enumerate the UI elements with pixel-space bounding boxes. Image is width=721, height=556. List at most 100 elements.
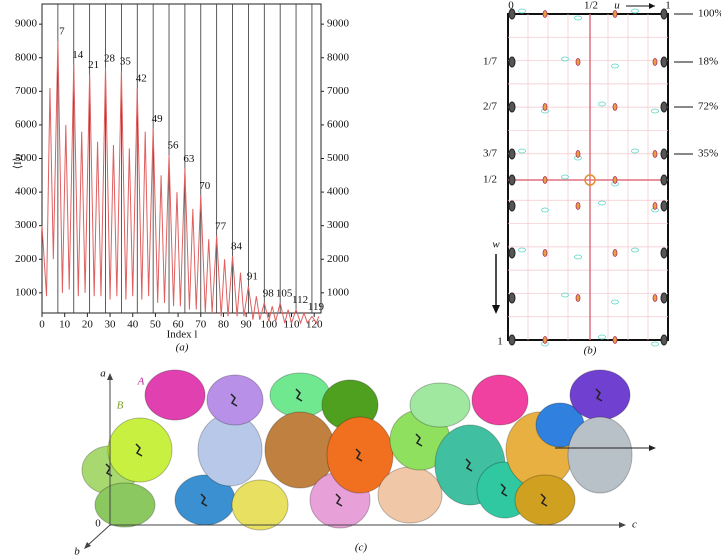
arrow-head (492, 305, 500, 314)
molecule-surface (569, 369, 631, 421)
w-label: 1/2 (483, 174, 497, 186)
contour-peak (660, 200, 668, 212)
contour-peak (508, 174, 516, 186)
y2-tick-label: 7000 (327, 85, 350, 97)
peak-label: 49 (152, 113, 164, 125)
y-tick-label: 5000 (15, 152, 38, 164)
ligand (595, 388, 603, 402)
contour-peak (652, 58, 658, 66)
contour-peak (660, 292, 668, 304)
y-tick-label: 4000 (15, 186, 38, 198)
structure-axes (84, 373, 656, 549)
contour-peak (508, 247, 516, 259)
contour-peak (542, 336, 548, 344)
axis-label: c (632, 519, 637, 531)
y-tick-label: 6000 (15, 118, 38, 130)
y-label-sub: l (16, 154, 25, 157)
arrow-head (649, 3, 655, 9)
w-label: 2/7 (483, 101, 498, 113)
peak-label: 112 (292, 294, 308, 306)
molecule-surface (377, 466, 443, 524)
x-tick-label: 10 (59, 319, 71, 331)
contour-peak (612, 176, 618, 184)
caption: (b) (584, 345, 597, 357)
peak-height: 18% (698, 56, 718, 68)
w-label: 1/7 (483, 56, 498, 68)
contour-peak (660, 148, 668, 160)
arrow-head (649, 445, 656, 451)
contour-peak (575, 58, 581, 66)
ligand (335, 493, 343, 507)
contour-peak (660, 56, 668, 68)
molecule-surface (471, 374, 529, 426)
ligand (355, 448, 363, 462)
peak-label: 70 (199, 180, 211, 192)
molecule-surface (567, 416, 633, 494)
peak-label: 42 (136, 72, 147, 84)
contour-peak (660, 247, 668, 259)
contour (598, 200, 606, 206)
contour-peak (542, 249, 548, 257)
molecule-label: B (117, 400, 124, 412)
peak-height: 72% (698, 101, 718, 113)
x-tick-label: 100 (261, 319, 278, 331)
peak-label: 63 (183, 153, 195, 165)
peak-label: 14 (72, 49, 84, 61)
y2-tick-label: 5000 (327, 152, 350, 164)
structure-panel (81, 369, 633, 531)
peak-label: 105 (276, 287, 293, 299)
y-tick-label: 2000 (15, 253, 38, 265)
data-line (41, 40, 320, 325)
y-axis-label: ⟨I⟩l (12, 154, 25, 169)
contour-peak (660, 334, 668, 346)
contour (631, 247, 639, 253)
y2-tick-label: 6000 (327, 118, 350, 130)
contour (611, 63, 619, 69)
contour (518, 247, 526, 253)
x-tick-label: 30 (105, 319, 117, 331)
u-axis-label: u (614, 0, 620, 12)
peak-height: 35% (698, 148, 718, 160)
x-tick-label: 120 (306, 319, 323, 331)
molecule-surface (409, 382, 471, 428)
contour (598, 101, 606, 107)
contour (518, 148, 526, 154)
x-axis-label: Index l (167, 329, 198, 341)
u-label: 1 (665, 0, 671, 12)
u-label: 1/2 (584, 0, 598, 12)
contour (561, 174, 569, 180)
contour (598, 334, 606, 340)
peak-label: 56 (168, 140, 180, 152)
contour-peak (508, 200, 516, 212)
y-tick-label: 3000 (15, 219, 38, 231)
contour-peak (660, 101, 668, 113)
contour-peak (660, 8, 668, 20)
x-tick-label: 80 (218, 319, 230, 331)
molecule-surface (144, 369, 206, 421)
map-frame (507, 13, 669, 341)
contour-peak (575, 294, 581, 302)
contour (574, 15, 582, 21)
ligand (230, 393, 238, 407)
w-label: 1 (497, 336, 503, 348)
peak-label: 28 (104, 52, 116, 64)
b-axis (87, 524, 111, 546)
y-tick-label: 9000 (15, 18, 38, 30)
contour-peak (612, 336, 618, 344)
contour (651, 108, 659, 114)
peak-label: 35 (120, 56, 132, 68)
x-tick-label: 50 (150, 319, 162, 331)
y2-tick-label: 9000 (327, 18, 350, 30)
y2-tick-label: 8000 (327, 51, 350, 63)
contour-peak (542, 10, 548, 18)
peak-height: 100% (698, 8, 721, 20)
origin-label: 0 (95, 518, 101, 530)
contour-peak (575, 150, 581, 158)
molecule-surface (231, 479, 289, 531)
axis-label: a (100, 368, 106, 380)
y-label-main: ⟨I⟩ (12, 157, 24, 169)
axis-label: b (74, 546, 80, 556)
contour-peak (508, 56, 516, 68)
x-tick-label: 20 (82, 319, 94, 331)
